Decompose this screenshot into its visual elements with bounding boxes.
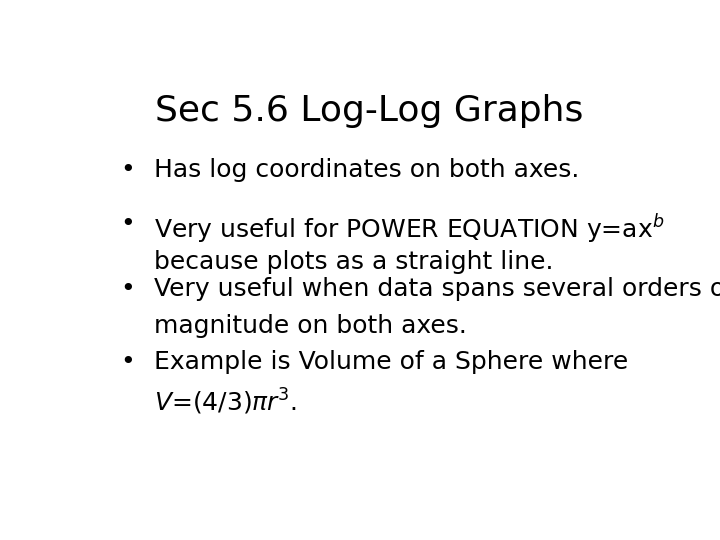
Text: Has log coordinates on both axes.: Has log coordinates on both axes. bbox=[154, 158, 580, 183]
Text: magnitude on both axes.: magnitude on both axes. bbox=[154, 314, 467, 338]
Text: •: • bbox=[121, 277, 135, 301]
Text: •: • bbox=[121, 349, 135, 374]
Text: Very useful when data spans several orders of: Very useful when data spans several orde… bbox=[154, 277, 720, 301]
Text: Sec 5.6 Log-Log Graphs: Sec 5.6 Log-Log Graphs bbox=[155, 94, 583, 128]
Text: because plots as a straight line.: because plots as a straight line. bbox=[154, 250, 554, 274]
Text: $\mathit{V}$=(4/3)$\mathit{\pi}$$\mathit{r}$$^{\mathit{3}}$.: $\mathit{V}$=(4/3)$\mathit{\pi}$$\mathit… bbox=[154, 387, 297, 417]
Text: Very useful for POWER EQUATION y=ax$^b$: Very useful for POWER EQUATION y=ax$^b$ bbox=[154, 212, 665, 246]
Text: •: • bbox=[121, 158, 135, 183]
Text: •: • bbox=[121, 212, 135, 237]
Text: Example is Volume of a Sphere where: Example is Volume of a Sphere where bbox=[154, 349, 629, 374]
